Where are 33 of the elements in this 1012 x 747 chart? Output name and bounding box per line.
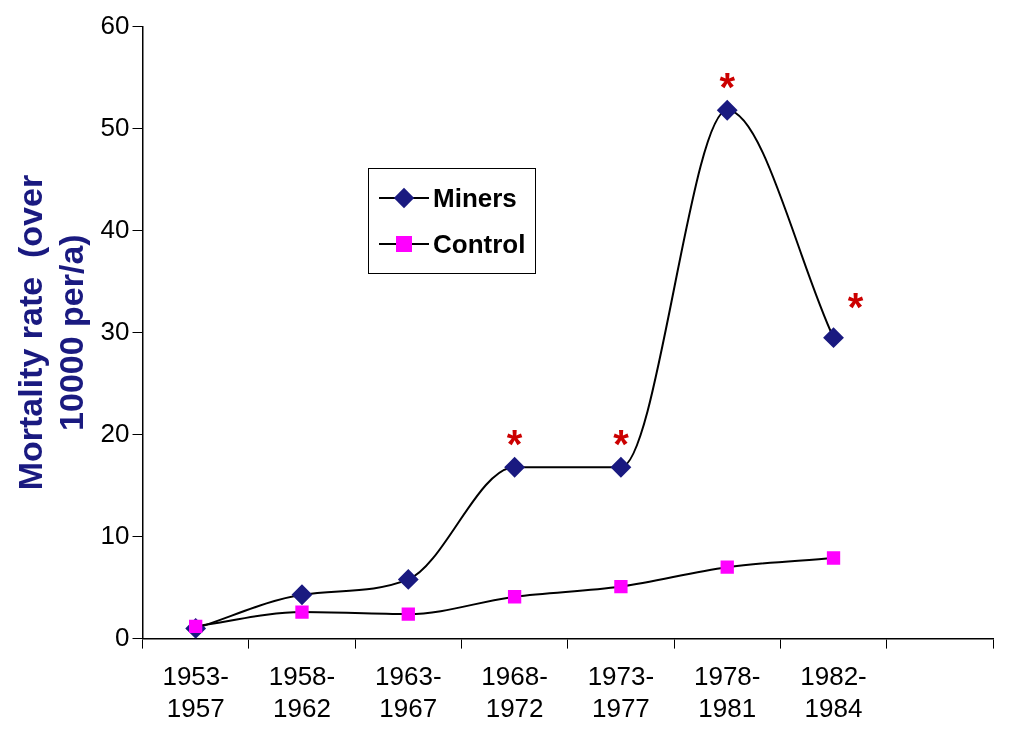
- x-tick-label: 1963-1967: [375, 661, 442, 723]
- x-tick-label: 1968-1972: [481, 661, 548, 723]
- y-tick-label: 50: [100, 111, 130, 142]
- point: [295, 605, 309, 619]
- legend-label: Miners: [433, 182, 517, 214]
- y-axis-title: Mortality rate (over 10000 per/a): [10, 174, 90, 491]
- point: [720, 560, 734, 574]
- point: [504, 457, 525, 478]
- y-tick-label: 10: [100, 519, 130, 550]
- annotation: *: [847, 284, 864, 329]
- y-tick-label: 30: [100, 315, 130, 346]
- legend-label: Control: [433, 228, 526, 260]
- annotation: *: [719, 65, 736, 110]
- y-tick-label: 0: [115, 621, 130, 652]
- point: [291, 584, 312, 605]
- y-tick-label: 20: [100, 417, 130, 448]
- point: [717, 100, 738, 121]
- annotation: *: [506, 422, 523, 467]
- x-tick-label: 1973-1977: [587, 661, 655, 723]
- x-tick-label: 1978-1981: [693, 661, 761, 723]
- point: [401, 607, 415, 621]
- x-tick-label: 1982-1984: [800, 661, 867, 723]
- annotation: *: [613, 422, 630, 467]
- y-tick-label: 60: [100, 9, 130, 40]
- point: [398, 569, 419, 590]
- y-tick-label: 40: [100, 213, 130, 244]
- point: [823, 327, 844, 348]
- x-tick-label: 1958-1962: [268, 661, 336, 723]
- point: [610, 457, 631, 478]
- point: [826, 551, 841, 565]
- point: [507, 590, 522, 604]
- x-tick-label: 1953-1957: [162, 661, 229, 723]
- point: [614, 579, 628, 594]
